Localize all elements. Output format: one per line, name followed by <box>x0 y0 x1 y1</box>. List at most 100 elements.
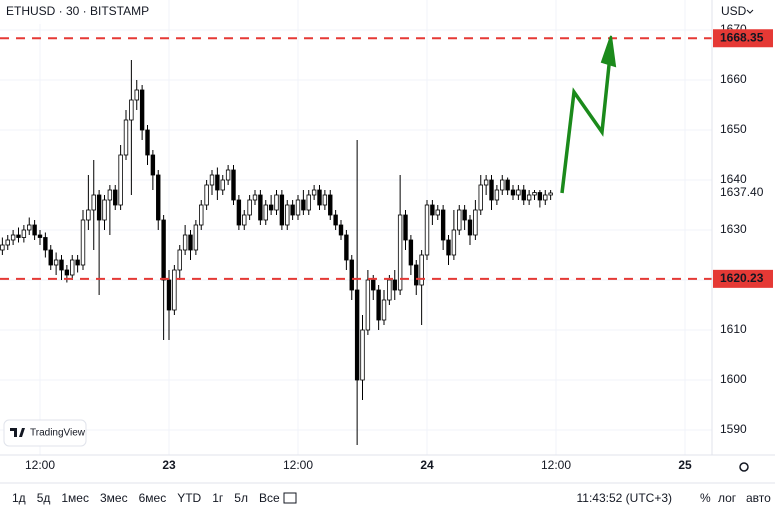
scale-option[interactable]: лог <box>718 491 737 505</box>
scale-option[interactable]: % <box>700 491 711 505</box>
candle-body <box>80 219 86 266</box>
candle-body <box>371 279 376 291</box>
title-bg <box>5 0 145 24</box>
x-tick-label: 25 <box>678 458 692 472</box>
candle-body <box>16 234 21 238</box>
candle-body <box>27 224 32 231</box>
candle-body <box>134 89 139 101</box>
currency-bg <box>716 2 772 22</box>
currency-caret <box>746 9 754 14</box>
range-button[interactable]: YTD <box>177 491 201 505</box>
compare-icon[interactable] <box>283 492 297 504</box>
candle-body <box>53 259 59 266</box>
candle-body <box>424 204 430 256</box>
candle-body <box>360 329 365 381</box>
candle-body <box>91 194 96 211</box>
settings-icon[interactable] <box>739 462 749 472</box>
currency[interactable]: USD <box>721 4 747 18</box>
candle-body <box>48 249 53 266</box>
candle-body <box>263 204 268 221</box>
x-tick-label: 12:00 <box>541 458 571 472</box>
candle-body <box>414 264 419 286</box>
logo-box <box>3 419 87 447</box>
range-button[interactable]: Все <box>259 491 280 505</box>
y-tick-label: 1660 <box>720 72 747 86</box>
candle-body <box>166 279 172 311</box>
candle-body <box>440 209 446 241</box>
candle-body <box>113 189 118 206</box>
candle-body <box>139 89 145 131</box>
range-button[interactable]: 1д <box>12 491 26 505</box>
candle-body <box>123 119 129 156</box>
candle-body <box>408 239 414 266</box>
candles <box>0 60 553 445</box>
candle-body <box>446 239 451 256</box>
grid <box>0 0 712 455</box>
candle-body <box>129 99 134 121</box>
level-label: 1668.35 <box>720 30 764 44</box>
range-button[interactable]: 5д <box>37 491 51 505</box>
candle-body <box>102 199 107 221</box>
candle-body <box>268 204 274 211</box>
candle-body <box>462 209 467 221</box>
candle-body <box>279 194 285 226</box>
candle-body <box>285 204 290 226</box>
range-button[interactable]: 1г <box>212 491 224 505</box>
candle-body <box>225 169 231 181</box>
candle-body <box>301 199 306 211</box>
candle-body <box>483 179 489 186</box>
arrow-head <box>600 35 617 68</box>
candle-body <box>37 234 43 238</box>
candle-body <box>199 204 204 226</box>
level-label: 1620.23 <box>720 271 764 285</box>
candle-body <box>451 229 457 256</box>
candle-body <box>290 204 295 216</box>
candle-body <box>354 289 360 381</box>
candle-body <box>548 192 553 196</box>
last-price-label: 1637.40 <box>720 185 764 199</box>
candle-body <box>521 189 526 201</box>
candle-body <box>532 192 537 196</box>
y-tick-label: 1600 <box>720 372 747 386</box>
candle-body <box>473 209 478 236</box>
candle-body <box>86 209 91 221</box>
candle-body <box>5 239 10 246</box>
x-tick-label: 12:00 <box>25 458 55 472</box>
candle-body <box>177 249 182 271</box>
candle-body <box>537 192 543 201</box>
candle-body <box>236 199 242 226</box>
candle-body <box>96 194 102 221</box>
level-label-bg <box>713 29 773 48</box>
candle-body <box>70 259 75 276</box>
candle-body <box>478 184 483 211</box>
range-button[interactable]: 1мес <box>61 491 89 505</box>
candle-body <box>494 189 500 201</box>
candle-body <box>188 234 193 251</box>
chart-title: ETHUSD · 30 · BITSTAMP <box>6 4 149 18</box>
candle-body <box>419 254 424 286</box>
candle-body <box>500 179 505 191</box>
candle-body <box>64 269 70 276</box>
candle-body <box>10 234 16 241</box>
candle-body <box>252 194 258 201</box>
candle-body <box>204 184 209 206</box>
y-tick-label: 1610 <box>720 322 747 336</box>
range-button[interactable]: 6мес <box>139 491 167 505</box>
candle-body <box>247 199 252 216</box>
candle-body <box>274 194 279 211</box>
candle-body <box>430 204 435 216</box>
scale-option[interactable]: авто <box>746 491 771 505</box>
candle-body <box>107 189 113 201</box>
candle-body <box>322 194 328 206</box>
range-button[interactable]: 5л <box>234 491 248 505</box>
candle-body <box>365 279 371 331</box>
candle-body <box>161 219 166 281</box>
y-tick-label: 1640 <box>720 172 747 186</box>
y-tick-label: 1590 <box>720 422 747 436</box>
candle-body <box>505 179 510 191</box>
clock: 11:43:52 (UTC+3) <box>577 491 673 505</box>
range-button[interactable]: 3мес <box>100 491 128 505</box>
candle-body <box>543 194 548 201</box>
candle-body <box>193 224 199 251</box>
watermark: TradingView <box>30 428 86 439</box>
